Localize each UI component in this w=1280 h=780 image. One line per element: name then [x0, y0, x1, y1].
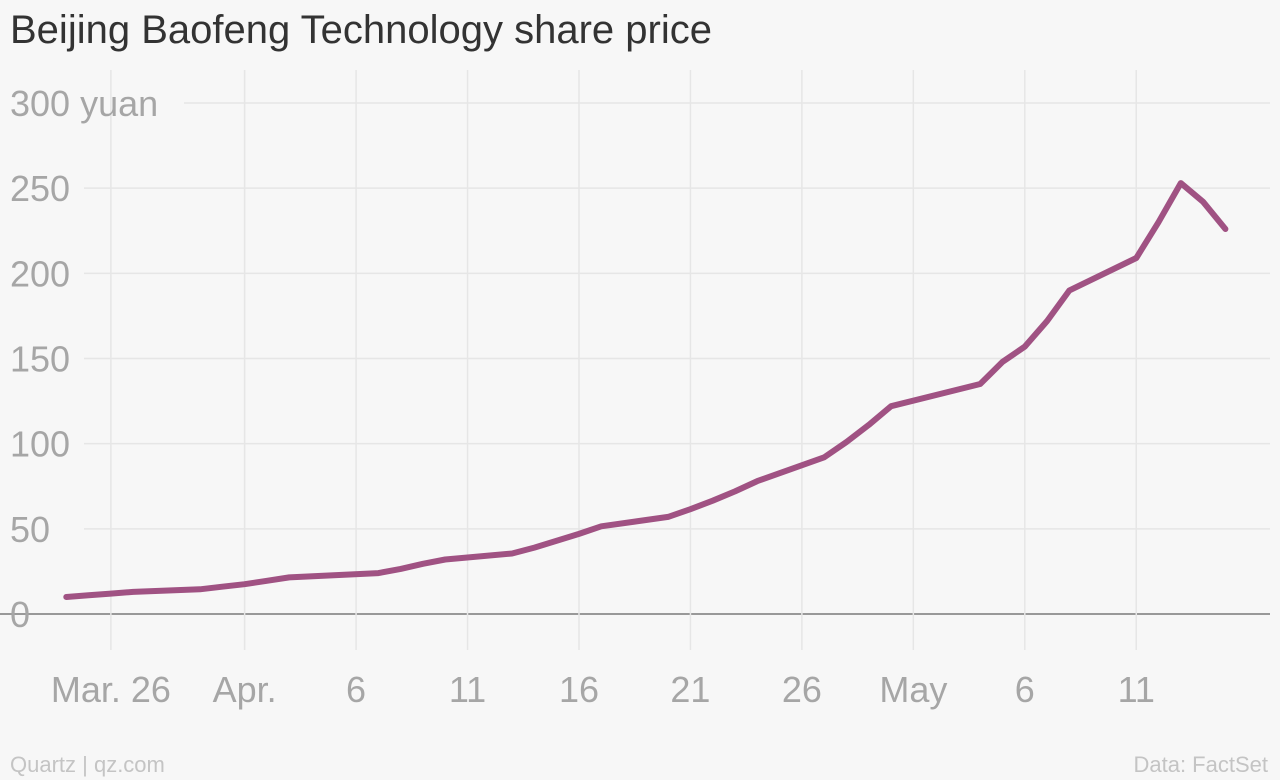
series — [63, 180, 1229, 600]
x-tick-label: Apr. — [213, 669, 277, 710]
x-tick-label: 11 — [1118, 669, 1155, 710]
y-tick-label: 250 — [10, 168, 70, 209]
y-axis: 0 50 100 150 200 250 300 yuan — [10, 83, 158, 635]
x-tick-label: May — [879, 669, 947, 710]
y-tick-label: 100 — [10, 424, 70, 465]
y-tick-label: 0 — [10, 594, 30, 635]
y-tick-label: 300 yuan — [10, 83, 158, 124]
y-tick-label: 150 — [10, 339, 70, 380]
y-tick-label: 200 — [10, 253, 70, 294]
x-tick-label: 21 — [670, 669, 710, 710]
x-tick-label: 6 — [346, 669, 366, 710]
data-source: Data: FactSet — [1133, 752, 1268, 777]
x-axis: Mar. 26 Apr. 6 11 16 21 26 May 6 11 — [51, 669, 1155, 710]
x-tick-label: 6 — [1015, 669, 1035, 710]
x-tick-label: 11 — [449, 669, 486, 710]
x-tick-label: 26 — [782, 669, 822, 710]
grid — [0, 70, 1270, 650]
x-tick-label: Mar. 26 — [51, 669, 171, 710]
source-credit: Quartz | qz.com — [10, 752, 165, 777]
chart-title: Beijing Baofeng Technology share price — [10, 8, 712, 52]
y-tick-label: 50 — [10, 509, 50, 550]
x-tick-label: 16 — [559, 669, 599, 710]
share-price-line — [63, 180, 1229, 600]
